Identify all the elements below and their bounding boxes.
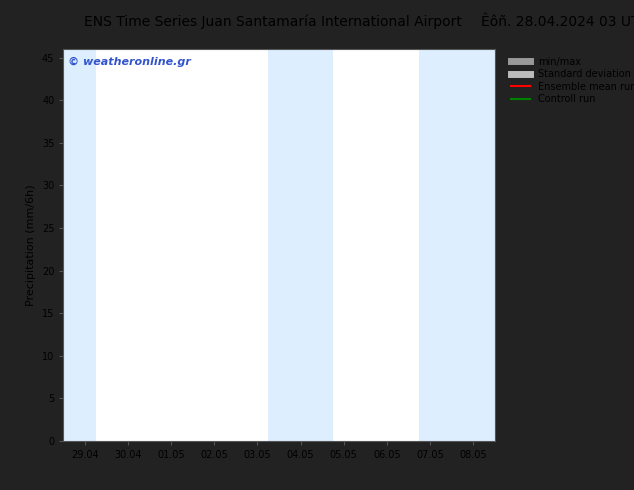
- Legend: min/max, Standard deviation, Ensemble mean run, Controll run: min/max, Standard deviation, Ensemble me…: [508, 54, 634, 107]
- Text: ENS Time Series Juan Santamaría International Airport: ENS Time Series Juan Santamaría Internat…: [84, 15, 462, 29]
- Text: Êôñ. 28.04.2024 03 UTC: Êôñ. 28.04.2024 03 UTC: [481, 15, 634, 29]
- Bar: [419, 49, 495, 441]
- Y-axis label: Precipitation (mm/6h): Precipitation (mm/6h): [27, 184, 36, 306]
- Text: © weatheronline.gr: © weatheronline.gr: [68, 57, 191, 67]
- Bar: [63, 49, 96, 441]
- Bar: [268, 49, 333, 441]
